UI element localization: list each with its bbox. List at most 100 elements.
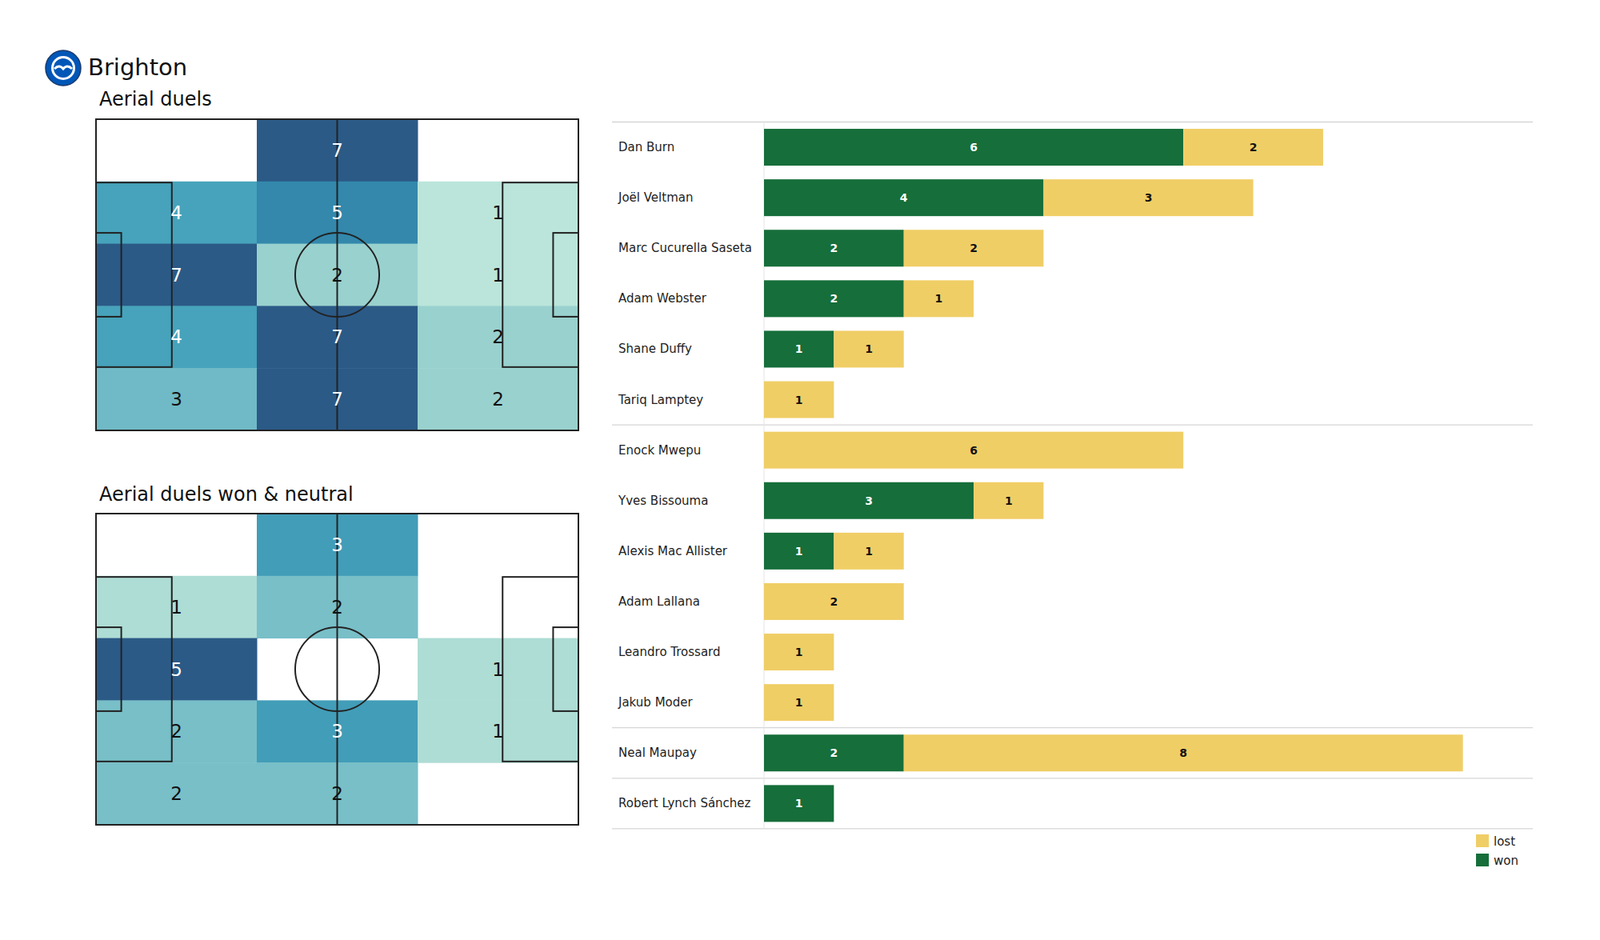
bar-chart: 6243222111163111211281Dan BurnJoël Veltm…	[612, 122, 1533, 829]
cell-label: 1	[492, 720, 504, 742]
cell-labels: 3125123122	[170, 534, 504, 804]
cell-label: 1	[492, 264, 504, 286]
data-label: 2	[1249, 140, 1258, 154]
category-label: Jakub Moder	[617, 695, 694, 710]
cell-labels: 7451721472372	[170, 140, 504, 410]
data-label: 1	[795, 393, 804, 407]
cells	[96, 119, 580, 432]
bar-segment	[904, 229, 1044, 267]
figure: BrightonAerial duels7451721472372Aerial …	[0, 0, 1600, 940]
club-logo	[45, 50, 81, 86]
bar-segment	[764, 734, 904, 772]
penalty-area	[96, 576, 172, 762]
bar-segment	[904, 734, 1464, 772]
legend-label: lost	[1493, 834, 1516, 849]
legend: lost won	[1476, 834, 1519, 868]
data-label: 1	[935, 292, 944, 305]
goal-area	[96, 232, 122, 317]
data-label: 3	[864, 494, 873, 508]
penalty-area	[502, 182, 579, 368]
data-label: 8	[1179, 746, 1188, 760]
data-label: 6	[969, 140, 978, 154]
data-label: 1	[795, 544, 804, 558]
legend-swatch	[1476, 853, 1489, 867]
heat-cell	[417, 305, 580, 368]
cell-label: 3	[331, 720, 344, 742]
row-separator	[612, 777, 1533, 779]
bar-segment	[833, 784, 835, 822]
bar-segment	[764, 583, 904, 620]
halfway-line	[336, 513, 339, 825]
heatmap-title: Aerial duels won & neutral	[99, 483, 354, 506]
cell-label: 4	[170, 202, 183, 224]
pitch-lines	[96, 119, 579, 431]
bar-segment	[764, 179, 1044, 216]
category-label: Alexis Mac Allister	[618, 544, 728, 559]
axis-line	[764, 122, 765, 829]
data-label: 2	[829, 292, 838, 305]
data-label: 2	[829, 746, 838, 760]
data-label: 3	[1144, 191, 1153, 204]
bar-segment	[764, 128, 1184, 166]
data-label: 2	[829, 595, 838, 608]
cell-label: 2	[170, 783, 183, 804]
logo-inner	[53, 58, 73, 78]
cell-label: 2	[331, 783, 344, 804]
category-label: Robert Lynch Sánchez	[618, 796, 752, 811]
data-label: 1	[795, 645, 804, 659]
data-label: 1	[795, 342, 804, 356]
category-label: Leandro Trossard	[618, 644, 721, 660]
cell-label: 7	[331, 326, 344, 348]
category-label: Dan Burn	[618, 140, 675, 155]
cell-label: 7	[331, 140, 344, 161]
data-label: 1	[1004, 494, 1013, 508]
cell-label: 5	[331, 202, 344, 224]
heat-cell	[417, 638, 580, 701]
background	[0, 0, 1600, 940]
bar-segment	[764, 280, 904, 317]
cell-label: 7	[170, 264, 183, 286]
bar-segment	[904, 280, 974, 317]
cells	[96, 513, 580, 826]
cell-label: 2	[331, 264, 344, 286]
legend-swatch	[1476, 834, 1489, 848]
bar-segment	[764, 330, 834, 368]
row-separator	[612, 828, 1533, 829]
cell-label: 1	[492, 202, 504, 224]
data-label: 2	[969, 241, 978, 255]
heat-cell	[96, 244, 258, 307]
pitch-frame	[96, 119, 579, 431]
cell-label: 5	[170, 659, 183, 680]
category-label: Enock Mwepu	[618, 443, 701, 458]
heat-cell	[417, 244, 580, 307]
bar-segment	[764, 482, 974, 520]
category-label: Joël Veltman	[617, 190, 693, 205]
bar-segment	[833, 330, 904, 368]
data-label: 1	[795, 796, 804, 810]
legend-label: won	[1493, 853, 1519, 868]
bar-segment	[764, 784, 834, 822]
cell-label: 2	[492, 326, 504, 348]
goal-area	[552, 232, 579, 317]
logo-ring	[51, 56, 76, 80]
pitch-frame	[96, 513, 579, 825]
cell-label: 2	[492, 388, 504, 410]
heat-cell	[96, 638, 258, 701]
heat-cell	[96, 700, 258, 763]
cell-label: 2	[170, 720, 183, 742]
cell-label: 4	[170, 326, 183, 348]
cell-label: 3	[170, 388, 183, 410]
heatmap: Aerial duels7451721472372	[96, 88, 580, 432]
goal-area	[96, 627, 122, 712]
bar-labels: 6243222111163111211281	[795, 140, 1258, 810]
centre-circle	[295, 232, 380, 317]
category-label: Shane Duffy	[618, 341, 692, 356]
category-label: Yves Bissouma	[617, 493, 708, 508]
data-label: 2	[829, 241, 838, 255]
heat-cell	[96, 368, 258, 431]
heat-cell	[96, 181, 258, 244]
category-label: Neal Maupay	[618, 745, 697, 760]
logo-gull	[54, 66, 72, 69]
heat-cell	[417, 700, 580, 763]
row-separator	[612, 121, 1533, 123]
